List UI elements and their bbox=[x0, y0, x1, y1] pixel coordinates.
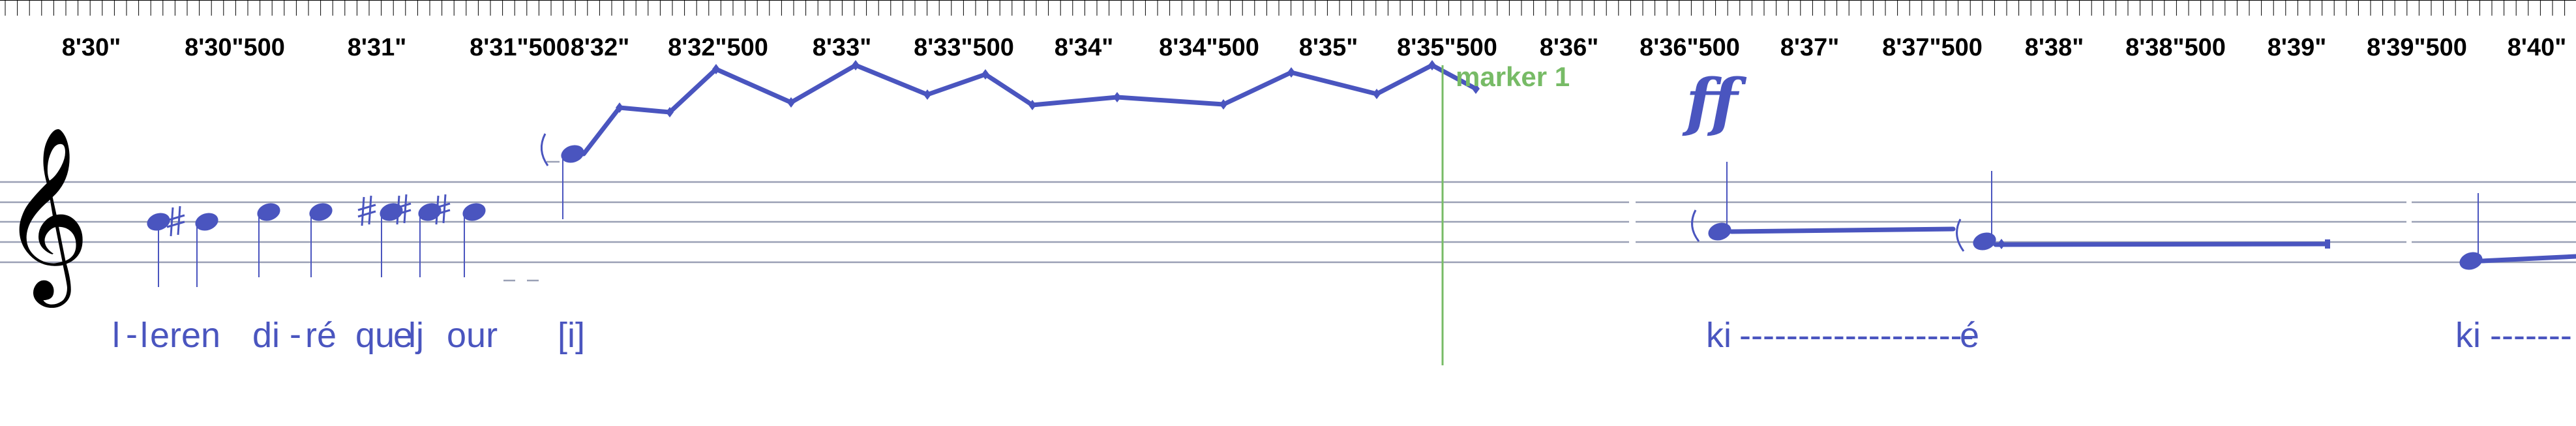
note-stems bbox=[158, 154, 2479, 287]
ledger-marks bbox=[503, 160, 560, 282]
staff[interactable]: 𝄞 bbox=[0, 126, 2576, 308]
contour-node[interactable] bbox=[981, 69, 989, 80]
tick-label: 8'40" bbox=[2508, 34, 2566, 61]
tick-label: 8'33" bbox=[813, 34, 871, 61]
tick-label: 8'35"500 bbox=[1397, 34, 1497, 61]
pitch-contour[interactable] bbox=[581, 63, 2576, 264]
staff-gaps bbox=[1629, 196, 2412, 245]
contour-node[interactable] bbox=[923, 89, 931, 100]
tick-label: 8'32"500 bbox=[668, 34, 768, 61]
sharp-icon bbox=[357, 195, 376, 226]
hook-icon bbox=[1956, 219, 1965, 252]
contour-node[interactable] bbox=[1998, 239, 2005, 249]
lyric-syllable[interactable]: ki bbox=[2455, 316, 2481, 355]
tick-label: 8'37" bbox=[1780, 34, 1839, 61]
contour-node[interactable] bbox=[1220, 99, 1227, 110]
tick-label: 8'32" bbox=[571, 34, 629, 61]
hook-icon bbox=[1691, 209, 1700, 242]
tick-label: 8'38"500 bbox=[2125, 34, 2226, 61]
ruler-labels: 8'30" 8'30"500 8'31" 8'31"500 8'32" 8'32… bbox=[62, 34, 2566, 61]
lyric-syllable[interactable]: l bbox=[112, 316, 120, 355]
notehead[interactable] bbox=[416, 200, 443, 224]
tick-label: 8'38" bbox=[2025, 34, 2084, 61]
staff-lines bbox=[0, 181, 2576, 264]
lyric-syllable[interactable]: di bbox=[252, 316, 280, 355]
tick-label: 8'39" bbox=[2268, 34, 2326, 61]
marker-1[interactable]: marker 1 bbox=[1441, 61, 1570, 365]
ruler-minor-ticks bbox=[5, 0, 2566, 16]
notehead[interactable] bbox=[2457, 249, 2485, 273]
contour-nodes[interactable] bbox=[616, 60, 2330, 249]
tick-label: 8'35" bbox=[1299, 34, 1358, 61]
lyric-syllable[interactable]: [i] bbox=[558, 316, 585, 355]
contour-node[interactable] bbox=[1472, 84, 1480, 94]
glissando-line[interactable] bbox=[1729, 226, 1956, 234]
lyric-hyphen: - bbox=[290, 314, 301, 354]
lyric-syllable[interactable]: ré bbox=[305, 316, 337, 355]
notehead[interactable] bbox=[193, 210, 220, 234]
timeline-ruler[interactable]: 8'30" 8'30"500 8'31" 8'31"500 8'32" 8'32… bbox=[0, 0, 2576, 61]
notehead[interactable] bbox=[460, 200, 488, 224]
tick-label: 8'31"500 bbox=[470, 34, 570, 61]
lyric-syllable[interactable]: ki bbox=[1706, 316, 1731, 355]
lyric-syllable[interactable]: e bbox=[393, 316, 413, 355]
lyric-syllable[interactable]: lj bbox=[408, 316, 424, 355]
lyric-syllable[interactable]: qu bbox=[355, 316, 395, 355]
tick-label: 8'31" bbox=[348, 34, 406, 61]
lyric-extender: -------------------- bbox=[1739, 316, 1974, 355]
tick-label: 8'33"500 bbox=[914, 34, 1014, 61]
glissando-line[interactable] bbox=[1993, 241, 2330, 247]
contour-end[interactable] bbox=[2325, 239, 2330, 249]
tick-label: 8'37"500 bbox=[1882, 34, 1983, 61]
contour-node[interactable] bbox=[787, 97, 795, 108]
notehead[interactable] bbox=[1971, 230, 1998, 253]
contour-node[interactable] bbox=[712, 64, 720, 74]
noteheads[interactable] bbox=[145, 142, 2485, 273]
glissando-line[interactable] bbox=[2479, 254, 2576, 264]
contour-node[interactable] bbox=[666, 107, 674, 117]
notehead[interactable] bbox=[378, 200, 405, 224]
lyric-hyphen: - bbox=[126, 314, 138, 354]
dynamic-marking[interactable]: ff bbox=[1682, 65, 1747, 139]
lyric-syllable[interactable]: l bbox=[140, 316, 148, 355]
notehead[interactable] bbox=[307, 200, 335, 224]
lyrics[interactable]: l - l eren di - ré qu e lj our [i] ki --… bbox=[112, 314, 2572, 355]
staff-gap bbox=[1629, 196, 1636, 245]
tick-label: 8'34" bbox=[1055, 34, 1113, 61]
contour-node[interactable] bbox=[1428, 60, 1436, 70]
lyric-syllable[interactable]: eren bbox=[150, 316, 220, 355]
tick-label: 8'36" bbox=[1540, 34, 1598, 61]
notehead[interactable] bbox=[559, 142, 586, 166]
notehead[interactable] bbox=[1706, 220, 1733, 243]
lyric-syllable[interactable]: é bbox=[1960, 316, 1979, 355]
lyric-syllable[interactable]: our bbox=[447, 316, 498, 355]
contour-node[interactable] bbox=[1287, 67, 1295, 78]
contour-node[interactable] bbox=[1028, 100, 1036, 110]
notehead[interactable] bbox=[145, 210, 172, 234]
staff-gap bbox=[2406, 196, 2412, 245]
treble-clef-icon: 𝄞 bbox=[1, 126, 90, 308]
contour-node[interactable] bbox=[1113, 92, 1121, 102]
tick-label: 8'39"500 bbox=[2367, 34, 2467, 61]
glissando-line[interactable] bbox=[581, 63, 1478, 157]
tick-label: 8'36"500 bbox=[1640, 34, 1740, 61]
lyric-extender: ------- bbox=[2490, 316, 2572, 355]
contour-node[interactable] bbox=[852, 60, 860, 70]
tick-label: 8'30" bbox=[62, 34, 121, 61]
contour-node[interactable] bbox=[1373, 89, 1381, 99]
marker-label: marker 1 bbox=[1456, 61, 1570, 92]
contour-node[interactable] bbox=[616, 102, 623, 113]
grace-hooks bbox=[540, 133, 1965, 252]
tick-label: 8'34"500 bbox=[1159, 34, 1259, 61]
notehead[interactable] bbox=[255, 200, 282, 224]
tick-label: 8'30"500 bbox=[185, 34, 285, 61]
hook-icon bbox=[540, 133, 549, 166]
